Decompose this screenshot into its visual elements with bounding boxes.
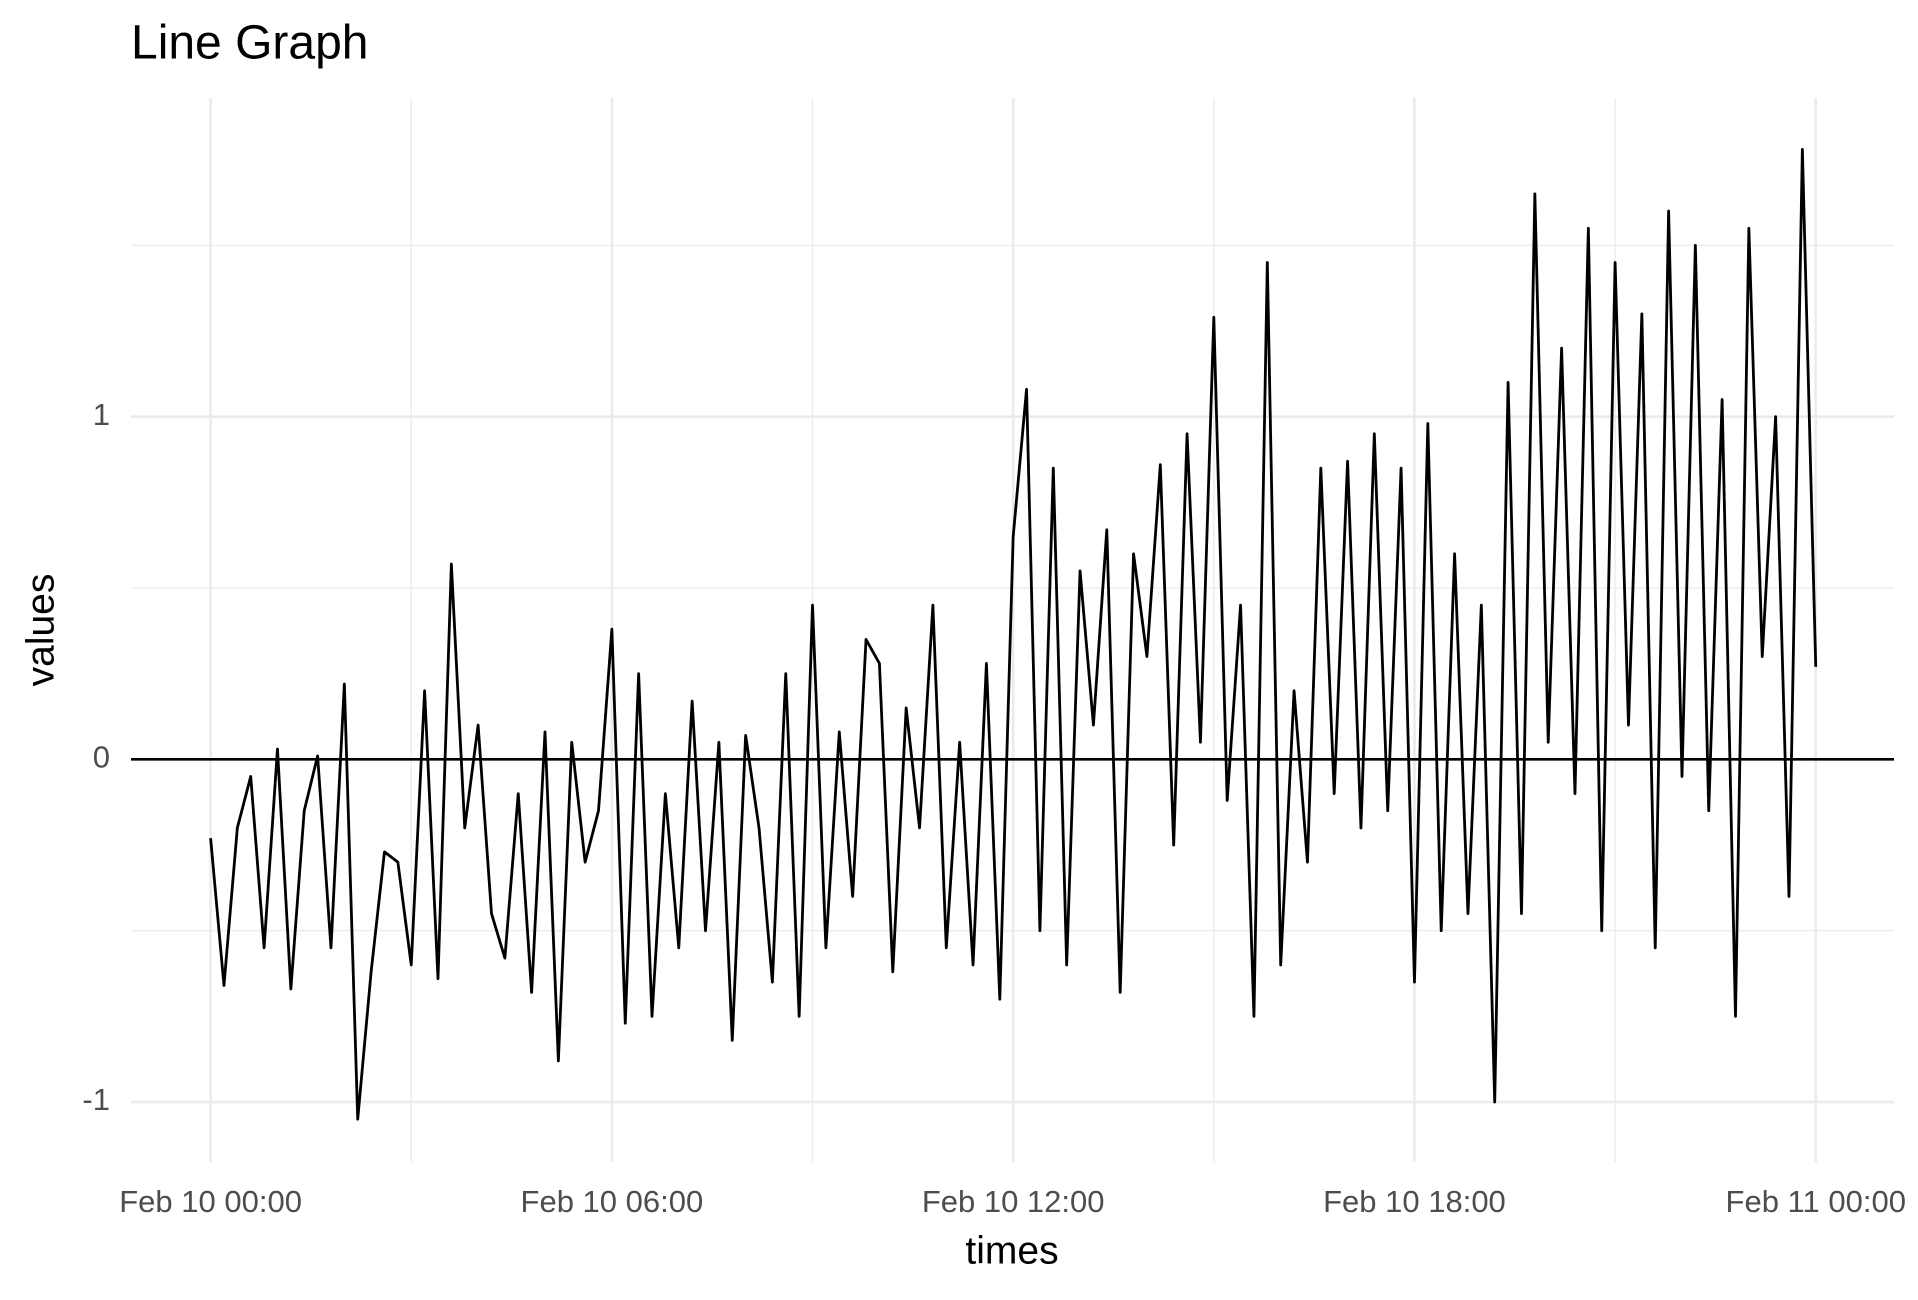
y-tick-label: 1 bbox=[93, 397, 110, 432]
data-line bbox=[209, 148, 1818, 1121]
x-axis-title: times bbox=[965, 1229, 1058, 1272]
x-tick-label: Feb 10 12:00 bbox=[922, 1184, 1105, 1219]
y-tick-label: 0 bbox=[93, 740, 110, 775]
x-tick-label: Feb 10 06:00 bbox=[521, 1184, 704, 1219]
x-tick-label: Feb 10 00:00 bbox=[119, 1184, 302, 1219]
y-axis-title: values bbox=[19, 574, 62, 687]
chart-title: Line Graph bbox=[131, 17, 369, 70]
x-tick-label: Feb 11 00:00 bbox=[1726, 1184, 1906, 1219]
x-tick-label: Feb 10 18:00 bbox=[1323, 1184, 1506, 1219]
y-tick-label: -1 bbox=[82, 1082, 110, 1117]
